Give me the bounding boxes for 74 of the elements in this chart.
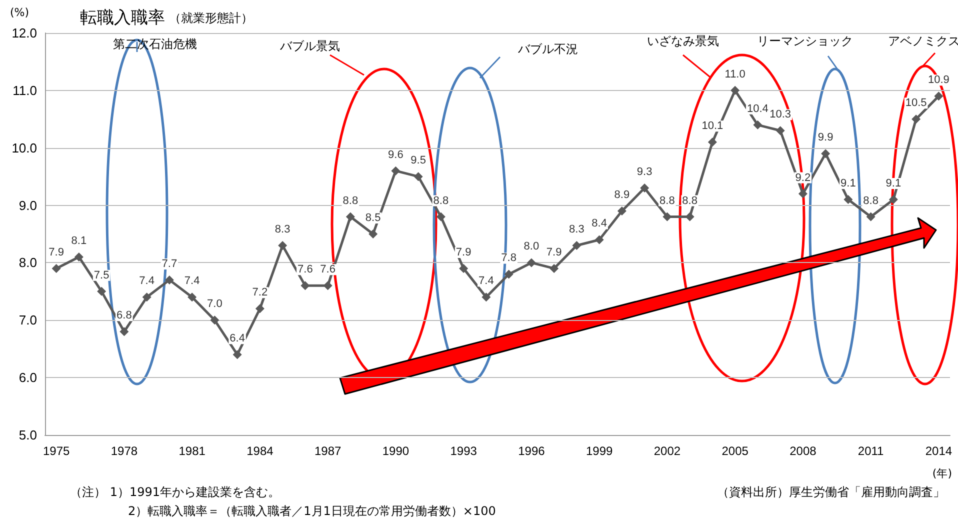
chart-subtitle: （就業形態計）: [169, 10, 253, 27]
x-tick-label: 2011: [858, 444, 884, 458]
x-tick-label: 2008: [790, 444, 817, 458]
text: （注） 1）1991年から建設業を含む。: [70, 484, 280, 501]
text: 9.2: [795, 172, 811, 184]
text: 7.0: [207, 298, 222, 310]
text: 8.8: [433, 194, 449, 207]
text: 7.9: [546, 246, 562, 258]
text: 7.6: [298, 264, 313, 276]
text: 9.6: [388, 148, 404, 161]
text: 7.2: [252, 286, 268, 299]
x-tick-label: 2005: [722, 444, 749, 458]
text: 10.9: [928, 74, 950, 86]
text: 8.3: [569, 223, 584, 236]
x-tick-label: 1990: [382, 444, 410, 458]
text: 9.3: [636, 166, 652, 178]
text: 10.4: [746, 102, 768, 115]
x-tick-label: 1999: [586, 444, 613, 458]
y-tick-label: 10.0: [12, 140, 37, 156]
text: 9.5: [410, 154, 426, 167]
y-tick-label: 6.0: [18, 370, 37, 386]
text: 11.0: [724, 68, 746, 80]
x-tick-label: 1981: [178, 444, 206, 458]
chart-title: 転職入職率: [80, 7, 165, 29]
y-tick-label: 12.0: [12, 26, 37, 40]
x-tick-label: 1996: [518, 444, 546, 458]
text: 8.1: [71, 234, 87, 247]
x-tick-label: 1984: [246, 444, 274, 458]
text: 9.1: [886, 178, 902, 190]
text: 7.6: [320, 264, 336, 276]
y-tick-label: 9.0: [18, 198, 37, 213]
text: 10.5: [905, 97, 927, 110]
text: 7.5: [94, 269, 110, 282]
x-tick-label: 2002: [654, 444, 681, 458]
y-tick-label: 11.0: [12, 82, 37, 98]
x-tick-label: 1993: [450, 444, 478, 458]
text: 7.9: [456, 246, 472, 258]
text: 8.5: [365, 212, 381, 224]
text: 9.9: [818, 132, 834, 144]
text: 7.9: [48, 246, 64, 258]
annotation: リーマンショック: [757, 33, 853, 50]
annotation: アベノミクス: [888, 33, 958, 50]
x-tick-label: 1978: [110, 444, 138, 458]
text: 6.8: [116, 310, 132, 322]
text: 8.8: [342, 194, 358, 207]
text: 7.4: [139, 275, 154, 288]
annotation: いざなみ景気: [647, 33, 719, 50]
y-axis-title: (%): [10, 6, 30, 19]
text: 8.9: [614, 189, 630, 202]
x-tick-label: 1987: [314, 444, 342, 458]
text: 9.1: [840, 178, 856, 190]
text: 8.3: [274, 223, 290, 236]
y-tick-label: 7.0: [18, 312, 37, 328]
x-tick-label: 1975: [42, 444, 70, 458]
text: 10.3: [770, 108, 792, 121]
text: 7.7: [162, 258, 178, 270]
text: 8.8: [660, 194, 675, 207]
text: 6.4: [230, 332, 245, 345]
x-axis-title: (年): [932, 466, 952, 481]
text: （資料出所）厚生労働省「雇用動向調査」: [717, 484, 945, 501]
x-tick-label: 2014: [925, 444, 952, 458]
y-tick-label: 5.0: [18, 428, 37, 442]
text: 10.1: [702, 120, 724, 132]
y-tick-label: 8.0: [18, 255, 37, 270]
text: 8.8: [863, 194, 878, 207]
text: 7.4: [184, 275, 200, 288]
text: 8.8: [682, 194, 698, 207]
annotation: バブル不況: [518, 41, 578, 58]
text: 2）転職入職率＝（転職入職者／1月1日現在の常用労働者数）×100: [128, 503, 496, 520]
text: 7.4: [478, 275, 494, 288]
text: 7.8: [501, 252, 516, 264]
annotation: バブル景気: [280, 38, 340, 55]
text: 8.4: [592, 218, 607, 230]
text: 8.0: [524, 240, 540, 253]
